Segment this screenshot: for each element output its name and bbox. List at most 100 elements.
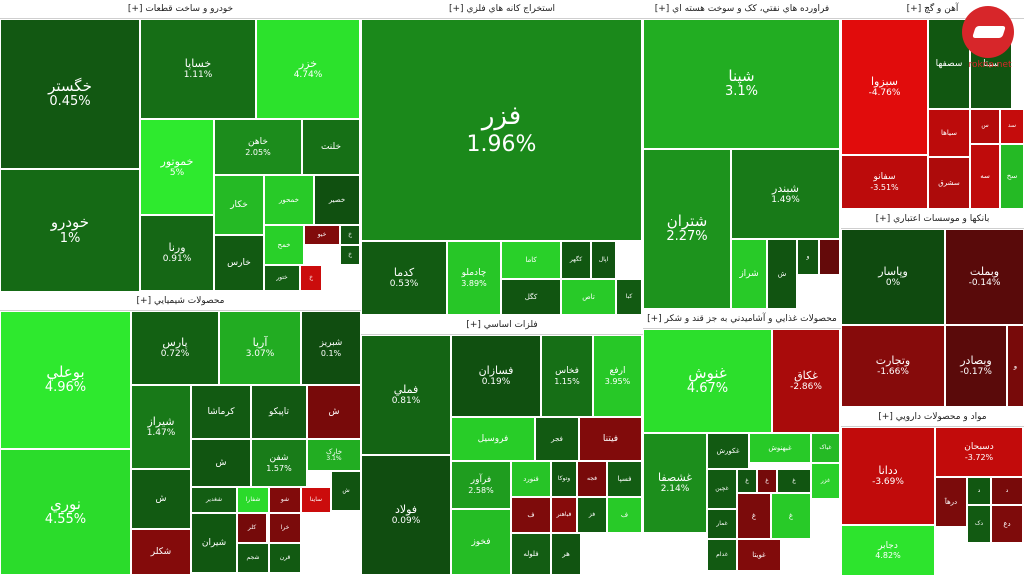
treemap-tile[interactable]: ارفع 3.95%	[593, 335, 642, 417]
treemap-tile[interactable]: ش	[131, 469, 191, 529]
treemap-tile[interactable]: خرا	[269, 513, 301, 543]
treemap-tile[interactable]: فخاس 1.15%	[541, 335, 593, 417]
treemap-tile[interactable]: غزر	[811, 463, 840, 499]
treemap-tile[interactable]: کاما	[501, 241, 561, 279]
treemap-tile[interactable]: د	[991, 477, 1023, 505]
treemap-tile[interactable]: کلر	[237, 513, 267, 543]
treemap-tile[interactable]: غ	[777, 469, 811, 493]
treemap-tile[interactable]: فسپا	[607, 461, 642, 497]
treemap-tile[interactable]: دک	[967, 505, 991, 543]
sector-header[interactable]: فراورده هاي نفتي، کک و سوخت هسته اي [+]	[643, 0, 841, 19]
treemap-tile[interactable]: خ	[340, 225, 360, 245]
treemap-tile[interactable]: وتجارت -1.66%	[841, 325, 945, 407]
treemap-tile[interactable]: چادملو 3.89%	[447, 241, 501, 315]
treemap-tile[interactable]: و	[1007, 325, 1024, 407]
treemap-tile[interactable]: شغدیر	[191, 487, 237, 513]
treemap-tile[interactable]: خلنت	[302, 119, 360, 175]
treemap-tile[interactable]: شیران	[191, 513, 237, 573]
treemap-tile[interactable]: خساپا 1.11%	[140, 19, 256, 119]
treemap-tile[interactable]: سیاها	[928, 109, 970, 157]
treemap-tile[interactable]: فجر	[535, 417, 579, 461]
treemap-tile[interactable]: ف	[607, 497, 642, 533]
treemap-tile[interactable]: بوعلي 4.96%	[0, 311, 131, 449]
treemap-tile[interactable]: فرآور 2.58%	[451, 461, 511, 509]
treemap-tile[interactable]: سفانو -3.51%	[841, 155, 928, 209]
treemap-tile[interactable]: سه	[970, 144, 1000, 209]
treemap-tile[interactable]: کرماشا	[191, 385, 251, 439]
treemap-tile[interactable]: خ	[300, 265, 322, 291]
treemap-tile[interactable]: شجم	[237, 543, 269, 573]
treemap-tile[interactable]: هر	[551, 533, 581, 575]
sector-header[interactable]: استخراج کانه هاي فلزي [+]	[361, 0, 643, 19]
treemap-tile[interactable]: دع	[991, 505, 1023, 543]
treemap-tile[interactable]: ش	[307, 385, 361, 439]
treemap-tile[interactable]: فنورد	[511, 461, 551, 497]
treemap-tile[interactable]: شپنا 3.1%	[643, 19, 840, 149]
treemap-tile[interactable]: خمح	[264, 225, 304, 265]
treemap-tile[interactable]: فلوله	[511, 533, 551, 575]
treemap-tile[interactable]: فولاد 0.09%	[361, 455, 451, 575]
sector-header[interactable]: فلزات اساسي [+]	[361, 316, 643, 335]
treemap-tile[interactable]: دجابر 4.82%	[841, 525, 935, 576]
treemap-tile[interactable]: فز	[577, 497, 607, 533]
treemap-tile[interactable]: غکورش	[707, 433, 749, 469]
treemap-tile[interactable]: سشرق	[928, 157, 970, 209]
treemap-tile[interactable]: خموتور 5%	[140, 119, 214, 215]
treemap-tile[interactable]: فخوز	[451, 509, 511, 575]
sector-header[interactable]: مواد و محصولات دارويي [+]	[841, 408, 1024, 427]
treemap-tile[interactable]: غچین	[707, 469, 737, 509]
treemap-tile[interactable]: کگهر	[561, 241, 591, 279]
treemap-tile[interactable]: فیتنا	[579, 417, 642, 461]
treemap-tile[interactable]: سخ	[1000, 144, 1024, 209]
treemap-tile[interactable]: خاهن 2.05%	[214, 119, 302, 175]
treemap-tile[interactable]: شکلر	[131, 529, 191, 575]
treemap-tile[interactable]: سد	[1000, 109, 1024, 144]
treemap-tile[interactable]: فسازان 0.19%	[451, 335, 541, 417]
treemap-tile[interactable]: خارس	[214, 235, 264, 291]
treemap-tile[interactable]: غکاق -2.86%	[772, 329, 840, 433]
treemap-tile[interactable]: غیاک	[811, 433, 840, 463]
treemap-tile[interactable]: غ	[737, 469, 757, 493]
treemap-tile[interactable]: غبهنوش	[749, 433, 811, 463]
treemap-tile[interactable]: کدما 0.53%	[361, 241, 447, 315]
treemap-tile[interactable]: کبا	[616, 279, 642, 315]
treemap-tile[interactable]: فباهنر	[551, 497, 577, 533]
treemap-tile[interactable]: غ	[737, 493, 771, 539]
treemap-tile[interactable]: د	[967, 477, 991, 505]
treemap-tile[interactable]: سبزوا -4.76%	[841, 19, 928, 155]
treemap-tile[interactable]: وبملت -0.14%	[945, 229, 1024, 325]
sector-header[interactable]: محصولات شيميايي [+]	[0, 292, 361, 311]
treemap-tile[interactable]: نوري 4.55%	[0, 449, 131, 575]
sector-header[interactable]: بانكها و موسسات اعتباري [+]	[841, 210, 1024, 229]
treemap-tile[interactable]: ش	[331, 471, 361, 511]
treemap-tile[interactable]: آریا 3.07%	[219, 311, 301, 385]
treemap-tile[interactable]: وپاسار 0%	[841, 229, 945, 325]
treemap-tile[interactable]: فجه	[577, 461, 607, 497]
treemap-tile[interactable]: ددانا -3.69%	[841, 427, 935, 525]
treemap-tile[interactable]: شتران 2.27%	[643, 149, 731, 309]
treemap-tile[interactable]: شو	[269, 487, 301, 513]
treemap-tile[interactable]: اپال	[591, 241, 616, 279]
treemap-tile[interactable]: ش	[191, 439, 251, 487]
treemap-tile[interactable]: پارس 0.72%	[131, 311, 219, 385]
treemap-tile[interactable]: کگل	[501, 279, 561, 315]
treemap-tile[interactable]: فملي 0.81%	[361, 335, 451, 455]
treemap-tile[interactable]: خگستر 0.45%	[0, 19, 140, 169]
treemap-tile[interactable]: خ	[340, 245, 360, 265]
treemap-tile[interactable]: خزر 4.74%	[256, 19, 360, 119]
treemap-tile[interactable]: ختور	[264, 265, 300, 291]
sector-header[interactable]: محصولات غذايي و آشاميدني به جز قند و شكر…	[643, 310, 841, 329]
treemap-tile[interactable]: دسبحان -3.72%	[935, 427, 1023, 477]
treemap-tile[interactable]: خیو	[304, 225, 340, 245]
treemap-tile[interactable]: درهآ	[935, 477, 967, 527]
treemap-tile[interactable]: غمار	[707, 509, 737, 539]
treemap-tile[interactable]: فزر 1.96%	[361, 19, 642, 241]
treemap-tile[interactable]: شفارا	[237, 487, 269, 513]
treemap-tile[interactable]: ساینا	[301, 487, 331, 513]
treemap-tile[interactable]: ف	[511, 497, 551, 533]
treemap-tile[interactable]: ورنا 0.91%	[140, 215, 214, 291]
treemap-tile[interactable]: غدام	[707, 539, 737, 571]
treemap-tile[interactable]: ش	[767, 239, 797, 309]
treemap-tile[interactable]: غنوش 4.67%	[643, 329, 772, 433]
treemap-tile[interactable]: وبصادر -0.17%	[945, 325, 1007, 407]
